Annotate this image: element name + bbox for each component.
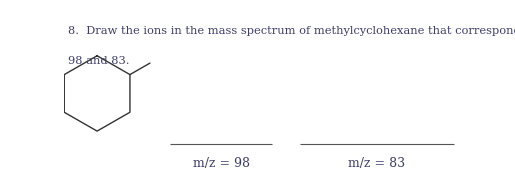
Text: m/z = 83: m/z = 83 [348,157,405,170]
Text: 8.  Draw the ions in the mass spectrum of methylcyclohexane that correspond to t: 8. Draw the ions in the mass spectrum of… [68,26,515,36]
Text: m/z = 98: m/z = 98 [193,157,250,170]
Text: 98 and 83.: 98 and 83. [68,56,130,66]
